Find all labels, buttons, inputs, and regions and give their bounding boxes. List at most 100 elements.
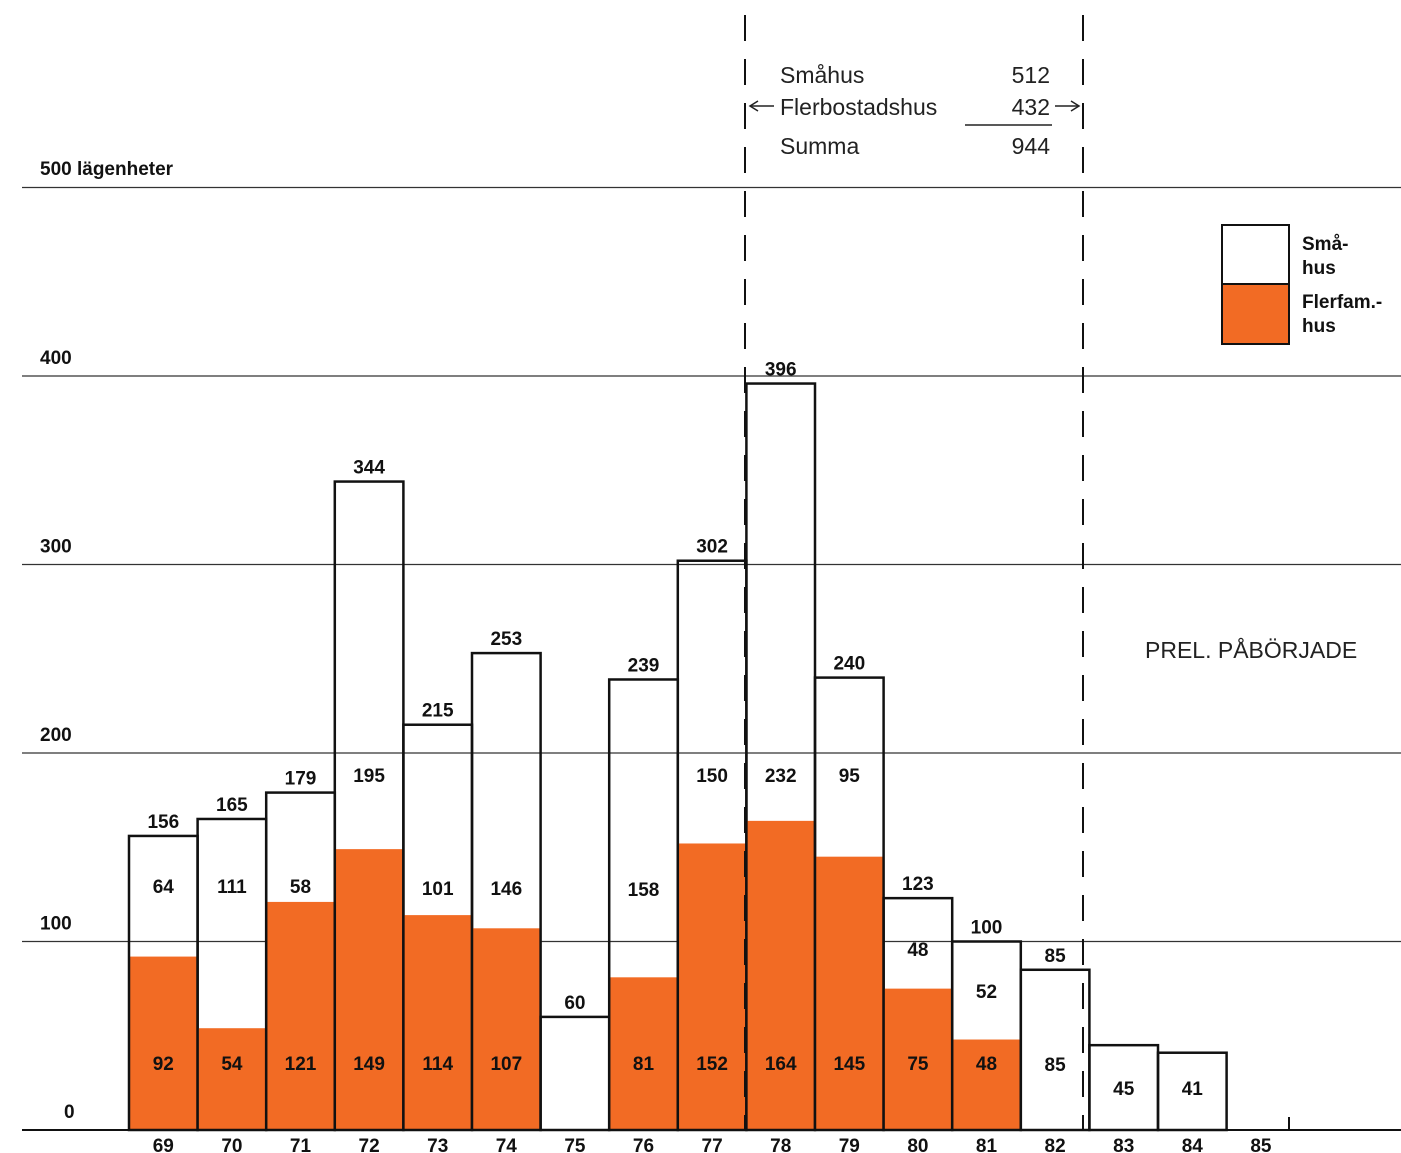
- x-tick-label-81: 81: [976, 1136, 998, 1153]
- prel-paborjade-annotation: PREL. PÅBÖRJADE: [1145, 636, 1357, 663]
- bar-total-label-81: 100: [971, 918, 1003, 939]
- x-tick-label-70: 70: [221, 1136, 242, 1153]
- x-tick-label-76: 76: [633, 1136, 654, 1153]
- bar-total-label-79: 240: [833, 654, 865, 675]
- bar-smahus-label-76: 158: [628, 880, 660, 901]
- x-tick-label-80: 80: [907, 1136, 928, 1153]
- bar-total-label-75: 60: [564, 993, 585, 1014]
- x-tick-label-79: 79: [839, 1136, 860, 1153]
- legend-label-flerfam-line2: hus: [1302, 316, 1336, 337]
- bar-flerfam-70: [197, 1028, 267, 1130]
- bar-flerfam-label-76: 81: [633, 1054, 655, 1075]
- bar-smahus-label-69: 64: [153, 877, 175, 898]
- bar-total-label-70: 165: [216, 795, 248, 816]
- bar-flerfam-78: [746, 820, 815, 1130]
- bar-smahus-label-77: 150: [696, 766, 728, 787]
- x-tick-label-84: 84: [1182, 1136, 1204, 1153]
- bar-flerfam-label-78: 164: [765, 1054, 797, 1075]
- x-tick-label-83: 83: [1113, 1136, 1134, 1153]
- x-tick-label-73: 73: [427, 1136, 448, 1153]
- summary-panel-background: [760, 55, 1060, 163]
- bar-total-label-72: 344: [353, 458, 385, 479]
- legend-swatch-flerfam: [1221, 283, 1290, 345]
- bar-flerfam-77: [677, 843, 747, 1130]
- bar-total-label-74: 253: [490, 629, 522, 650]
- legend-label-flerfam-line1: Flerfam.-: [1302, 292, 1382, 313]
- bar-flerfam-label-77: 152: [696, 1054, 728, 1075]
- bar-smahus-label-71: 58: [290, 877, 311, 898]
- summary-value-smahus: 512: [1012, 62, 1050, 88]
- summary-panel: Småhus 512 Flerbostadshus 432 Summa 944: [748, 55, 1081, 163]
- x-tick-label-71: 71: [290, 1136, 312, 1153]
- bar-smahus-label-74: 146: [490, 879, 522, 900]
- bar-total-label-71: 179: [285, 769, 317, 790]
- x-axis-labels: 69 70 71 72 73 74 75 76 77 78 79 80 81 82 83 84 85: [153, 1136, 1272, 1153]
- x-tick-label-74: 74: [496, 1136, 518, 1153]
- bar-flerfam-label-74: 107: [490, 1054, 522, 1075]
- bar-outline-75: [539, 1015, 611, 1132]
- bar-smahus-label-72: 195: [353, 766, 385, 787]
- legend-label-smahus-line2: hus: [1302, 258, 1336, 279]
- bar-smahus-label-80: 48: [907, 940, 928, 961]
- bar-smahus-label-81: 52: [976, 982, 997, 1003]
- y-tick-label-100: 100: [40, 914, 72, 935]
- y-axis-ticks: 500 lägenheter 0 100 200 300 400: [40, 159, 174, 1123]
- bar-flerfam-74: [472, 928, 541, 1130]
- bar-flerfam-79: [815, 856, 884, 1130]
- bar-total-label-82: 85: [1045, 946, 1067, 967]
- bar-total-label-80: 123: [902, 874, 934, 895]
- summary-value-flerbostadshus: 432: [1012, 94, 1050, 120]
- bar-smahus-label-82: 85: [1045, 1055, 1067, 1076]
- bar-outline-84: [1156, 1051, 1228, 1132]
- bar-outline-82: [1019, 968, 1091, 1132]
- x-tick-label-82: 82: [1045, 1136, 1066, 1153]
- summary-value-summa: 944: [1012, 133, 1051, 159]
- bar-total-label-78: 396: [765, 360, 797, 381]
- y-tick-label-400: 400: [40, 348, 72, 369]
- bar-flerfam-80: [883, 988, 953, 1130]
- bar-total-label-76: 239: [628, 655, 660, 676]
- bar-flerfam-81: [952, 1039, 1021, 1130]
- legend-label-smahus-line1: Små-: [1302, 234, 1348, 255]
- legend-swatch-smahus: [1221, 224, 1290, 285]
- y-axis-title: 500 lägenheter: [40, 159, 174, 180]
- y-tick-label-200: 200: [40, 725, 72, 746]
- bar-flerfam-label-71: 121: [285, 1054, 317, 1075]
- summary-label-smahus: Småhus: [780, 62, 864, 88]
- bar-flerfam-69: [129, 956, 198, 1130]
- bar-flerfam-71: [266, 901, 335, 1130]
- bar-flerfam-label-73: 114: [422, 1054, 453, 1075]
- y-tick-label-300: 300: [40, 537, 72, 558]
- bar-smahus-label-78: 232: [765, 766, 797, 787]
- bar-smahus-label-70: 111: [217, 877, 247, 898]
- period-markers: [744, 15, 1084, 1130]
- arrow-left-icon: [748, 100, 774, 112]
- bars: [127, 382, 1290, 1132]
- x-tick-label-75: 75: [564, 1136, 586, 1153]
- bar-smahus-label-73: 101: [422, 879, 454, 900]
- bar-total-label-73: 215: [422, 701, 454, 722]
- bar-labels: 156 64 92 165 111 54 179 58 121 344 195 149 215 101 11…: [147, 360, 1203, 1100]
- bar-smahus-label-79: 95: [839, 766, 861, 787]
- bar-total-label-69: 156: [147, 812, 179, 833]
- bar-flerfam-label-79: 145: [833, 1054, 865, 1075]
- x-tick-label-77: 77: [702, 1136, 723, 1153]
- bar-total-label-77: 302: [696, 537, 728, 558]
- legend: Små- hus Flerfam.- hus: [1221, 224, 1382, 345]
- summary-label-summa: Summa: [780, 133, 859, 159]
- x-tick-label-85: 85: [1250, 1136, 1272, 1153]
- bar-flerfam-label-69: 92: [153, 1054, 174, 1075]
- bar-flerfam-76: [609, 977, 678, 1130]
- bar-smahus-label-83: 45: [1113, 1079, 1135, 1100]
- bar-outline-74: [470, 651, 542, 1132]
- bar-flerfam-label-72: 149: [353, 1054, 385, 1075]
- x-tick-label-72: 72: [359, 1136, 380, 1153]
- bar-smahus-label-84: 41: [1182, 1079, 1204, 1100]
- bar-flerfam-label-80: 75: [907, 1054, 929, 1075]
- x-tick-label-69: 69: [153, 1136, 174, 1153]
- bar-flerfam-label-70: 54: [221, 1054, 243, 1075]
- bar-flerfam-73: [403, 915, 472, 1130]
- x-tick-label-78: 78: [770, 1136, 791, 1153]
- bar-flerfam-72: [334, 849, 404, 1130]
